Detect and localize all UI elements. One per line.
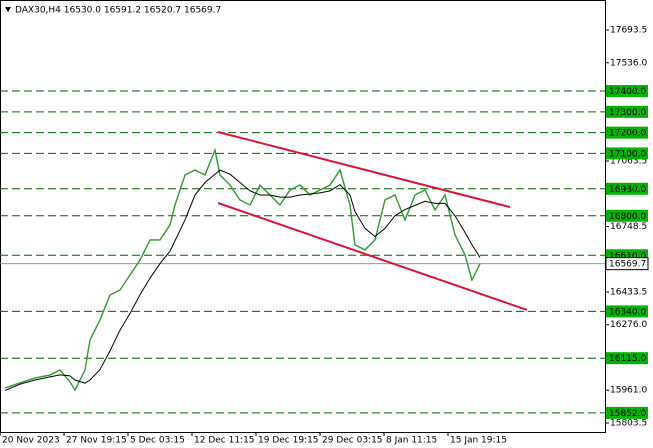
level-label: 15852.0 [609, 409, 646, 419]
y-tick-label: 16276.0 [610, 320, 647, 330]
channel-line [217, 131, 511, 209]
x-tick-label: 8 Jan 11:15 [386, 436, 437, 446]
level-label: 16610.0 [609, 251, 646, 261]
level-box [606, 85, 648, 98]
x-tick-label: 15 Jan 19:15 [450, 436, 507, 446]
level-label: 17200.0 [609, 129, 646, 139]
x-tick-label: 5 Dec 03:15 [130, 436, 185, 446]
y-tick-label: 16748.5 [610, 222, 647, 232]
x-tick-label: 29 Dec 03:15 [322, 436, 383, 446]
x-tick-label: 27 Nov 19:15 [66, 436, 127, 446]
level-box [606, 305, 648, 318]
level-label: 17100.0 [609, 149, 646, 159]
last-price-label: 16569.7 [609, 260, 646, 270]
chart-title: DAX30,H4 16530.0 16591.2 16520.7 16569.7 [15, 6, 221, 16]
level-label: 16930.0 [609, 185, 646, 195]
level-label: 16340.0 [609, 307, 646, 317]
menu-triangle [5, 7, 11, 12]
plot-frame [0, 0, 606, 433]
y-tick-label: 15803.5 [610, 418, 647, 428]
level-box [606, 406, 648, 419]
last-price-box [605, 257, 649, 271]
x-tick-label: 20 Nov 2023 [2, 436, 60, 446]
y-tick-label: 15961.0 [610, 386, 647, 396]
x-tick-label: 12 Dec 11:15 [194, 436, 255, 446]
y-tick-label: 16433.5 [610, 287, 647, 297]
y-tick-label: 17063.5 [610, 157, 647, 167]
price-line [4, 147, 481, 392]
level-box [606, 209, 648, 222]
level-box [606, 182, 648, 195]
moving-average [4, 169, 481, 391]
level-box [606, 126, 648, 139]
level-box [606, 352, 648, 365]
y-tick-label: 17536.0 [610, 58, 647, 68]
x-tick-label: 19 Dec 19:15 [258, 436, 319, 446]
level-label: 17300.0 [609, 108, 646, 118]
y-tick-label: 17693.5 [610, 26, 647, 36]
level-box [606, 105, 648, 118]
level-label: 16800.0 [609, 212, 646, 222]
level-label: 17400.0 [609, 87, 646, 97]
channel-line [217, 202, 528, 311]
level-label: 16115.0 [609, 354, 646, 364]
level-box [606, 147, 648, 160]
